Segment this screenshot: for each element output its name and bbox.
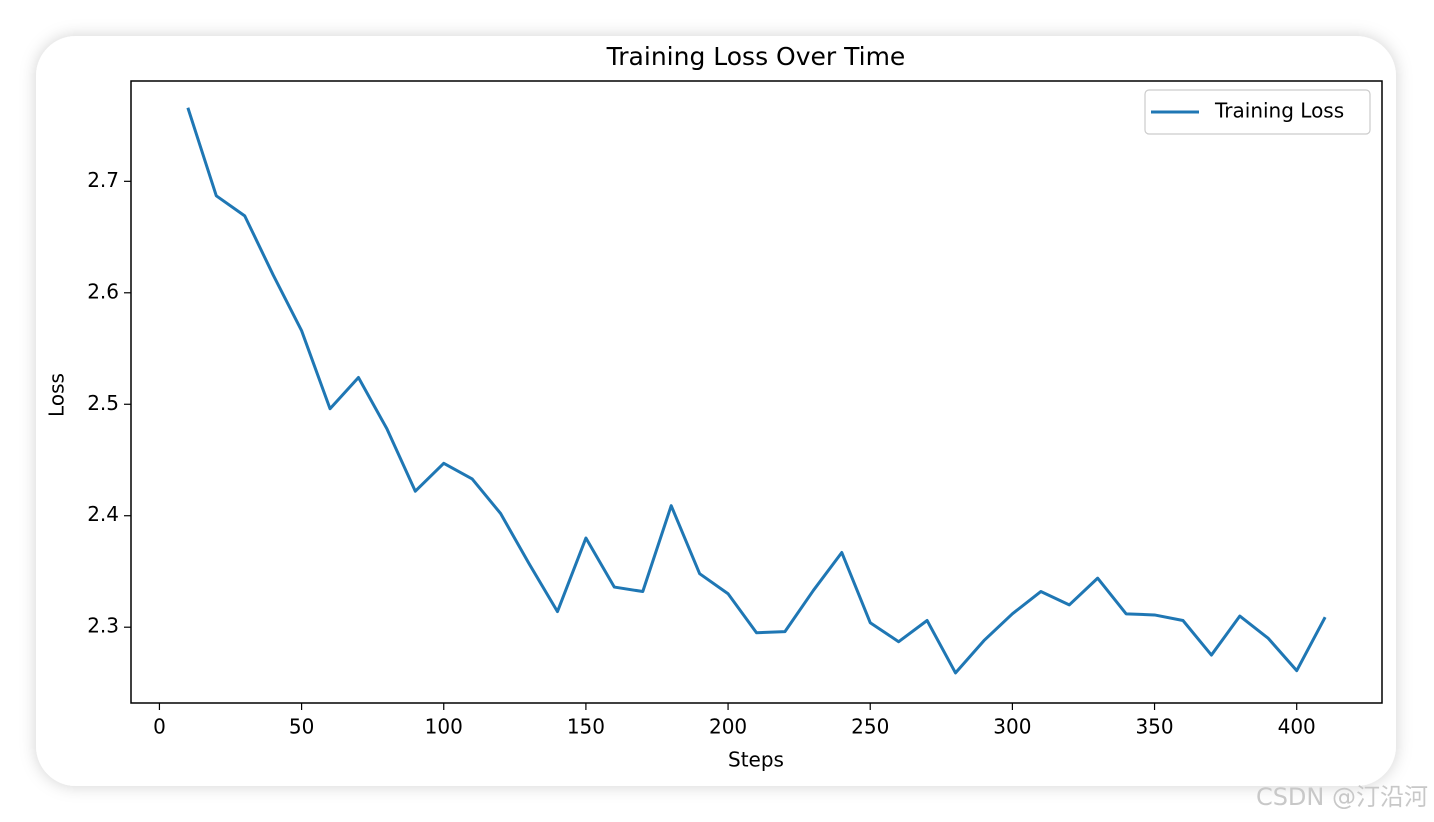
y-tick-label: 2.7 (87, 168, 119, 192)
x-tick-label: 150 (567, 715, 605, 739)
y-tick-label: 2.6 (87, 279, 119, 303)
x-axis-label: Steps (728, 748, 784, 772)
chart-title: Training Loss Over Time (606, 42, 906, 71)
x-tick-label: 0 (153, 715, 166, 739)
line-series (186, 107, 1327, 675)
y-tick-label: 2.3 (87, 614, 119, 638)
x-tick-label: 400 (1278, 715, 1316, 739)
x-tick-label: 250 (851, 715, 889, 739)
y-tick-label: 2.4 (87, 502, 119, 526)
x-tick-label: 200 (709, 715, 747, 739)
x-tick-label: 100 (425, 715, 463, 739)
x-tick-label: 300 (993, 715, 1031, 739)
x-tick-label: 50 (289, 715, 314, 739)
x-tick-label: 350 (1135, 715, 1173, 739)
legend-box (1144, 89, 1371, 135)
watermark: CSDN @汀沿河 (1256, 783, 1428, 811)
legend-label: Training Loss (1214, 99, 1344, 123)
plot-frame (130, 80, 1383, 704)
y-axis-label: Loss (45, 373, 69, 417)
y-tick-label: 2.5 (87, 391, 119, 415)
